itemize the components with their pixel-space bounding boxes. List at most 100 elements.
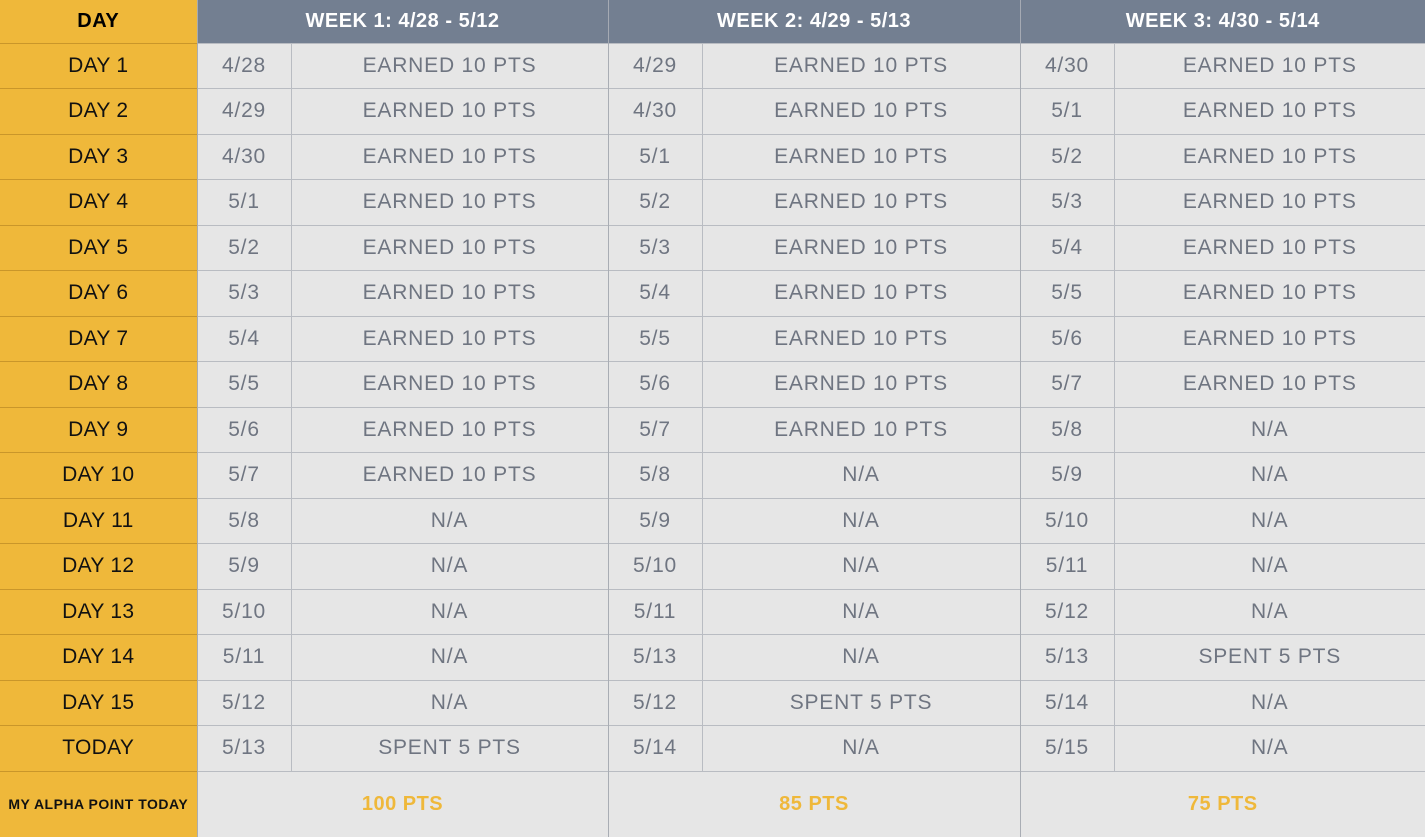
footer-row: MY ALPHA POINT TODAY 100 PTS 85 PTS 75 P…	[0, 770, 1425, 837]
week-3-date: 5/1	[1019, 88, 1114, 134]
header-row: DAY WEEK 1: 4/28 - 5/12 WEEK 2: 4/29 - 5…	[0, 0, 1425, 43]
week-1-date: 5/7	[196, 452, 291, 498]
week-3-date: 5/4	[1019, 224, 1114, 271]
week-1-header: WEEK 1: 4/28 - 5/12	[196, 0, 608, 43]
day-label: DAY 3	[0, 133, 197, 180]
week-3-date: 5/10	[1019, 497, 1114, 544]
week-3-status: EARNED 10 PTS	[1113, 270, 1425, 316]
week-1-date: 5/13	[196, 725, 291, 771]
week-2-date: 5/12	[607, 679, 702, 726]
week-2-status: EARNED 10 PTS	[701, 179, 1020, 225]
week-1-total: 100 PTS	[196, 770, 608, 837]
week-2-date: 5/11	[607, 588, 702, 635]
week-3-date: 5/6	[1019, 315, 1114, 362]
week-1-status: N/A	[290, 497, 608, 544]
week-2-date: 5/1	[607, 133, 702, 180]
table-row: DAY 8 5/5 EARNED 10 PTS 5/6 EARNED 10 PTS 5/7…	[0, 361, 1425, 407]
week-1-status: N/A	[290, 679, 608, 726]
week-3-status: EARNED 10 PTS	[1113, 179, 1425, 225]
table-row: DAY 14 5/11 N/A 5/13 N/A 5/13 SPENT 5 PTS	[0, 634, 1425, 680]
week-2-date: 5/4	[607, 270, 702, 316]
week-2-date: 5/14	[607, 725, 702, 771]
week-2-date: 5/10	[607, 543, 702, 589]
table-row: DAY 4 5/1 EARNED 10 PTS 5/2 EARNED 10 PTS 5/3…	[0, 179, 1425, 225]
week-1-status: N/A	[290, 543, 608, 589]
week-1-date: 5/3	[196, 270, 291, 316]
week-2-status: EARNED 10 PTS	[701, 315, 1020, 362]
week-2-date: 4/29	[607, 42, 702, 89]
week-1-status: EARNED 10 PTS	[290, 42, 608, 89]
week-3-status: N/A	[1113, 725, 1425, 771]
week-3-status: EARNED 10 PTS	[1113, 361, 1425, 407]
week-1-date: 5/2	[196, 224, 291, 271]
week-3-status: N/A	[1113, 543, 1425, 589]
week-3-date: 5/8	[1019, 406, 1114, 453]
week-3-status: N/A	[1113, 588, 1425, 635]
week-3-date: 5/7	[1019, 361, 1114, 407]
table-row: DAY 7 5/4 EARNED 10 PTS 5/5 EARNED 10 PTS 5/6…	[0, 315, 1425, 362]
week-2-status: EARNED 10 PTS	[701, 361, 1020, 407]
alpha-point-label: MY ALPHA POINT TODAY	[0, 770, 197, 837]
day-label: DAY 11	[0, 497, 197, 544]
week-2-date: 5/9	[607, 497, 702, 544]
week-3-date: 5/12	[1019, 588, 1114, 635]
week-1-status: EARNED 10 PTS	[290, 315, 608, 362]
day-label: DAY 12	[0, 543, 197, 589]
week-1-status: N/A	[290, 588, 608, 635]
week-1-date: 5/4	[196, 315, 291, 362]
day-label: DAY 8	[0, 361, 197, 407]
week-2-status: N/A	[701, 543, 1020, 589]
week-2-date: 5/5	[607, 315, 702, 362]
week-2-status: EARNED 10 PTS	[701, 270, 1020, 316]
table-body: DAY 1 4/28 EARNED 10 PTS 4/29 EARNED 10 PTS 4…	[0, 42, 1425, 771]
week-3-status: EARNED 10 PTS	[1113, 88, 1425, 134]
week-2-date: 4/30	[607, 88, 702, 134]
day-label: DAY 9	[0, 406, 197, 453]
week-2-status: EARNED 10 PTS	[701, 224, 1020, 271]
week-1-status: N/A	[290, 634, 608, 680]
week-3-date: 5/15	[1019, 725, 1114, 771]
week-3-status: EARNED 10 PTS	[1113, 133, 1425, 180]
table-row: DAY 5 5/2 EARNED 10 PTS 5/3 EARNED 10 PTS 5/4…	[0, 224, 1425, 271]
week-1-status: EARNED 10 PTS	[290, 179, 608, 225]
day-column-header: DAY	[0, 0, 197, 43]
week-3-date: 5/5	[1019, 270, 1114, 316]
week-3-date: 4/30	[1019, 42, 1114, 89]
week-1-status: EARNED 10 PTS	[290, 361, 608, 407]
table-row: DAY 9 5/6 EARNED 10 PTS 5/7 EARNED 10 PTS 5/8…	[0, 406, 1425, 453]
week-2-status: N/A	[701, 634, 1020, 680]
week-2-date: 5/7	[607, 406, 702, 453]
week-2-date: 5/2	[607, 179, 702, 225]
week-1-date: 5/11	[196, 634, 291, 680]
table-row: DAY 10 5/7 EARNED 10 PTS 5/8 N/A 5/9 N/A	[0, 452, 1425, 498]
week-3-date: 5/9	[1019, 452, 1114, 498]
week-1-date: 5/10	[196, 588, 291, 635]
week-3-status: N/A	[1113, 406, 1425, 453]
week-2-date: 5/6	[607, 361, 702, 407]
week-3-date: 5/11	[1019, 543, 1114, 589]
day-label: DAY 5	[0, 224, 197, 271]
week-1-date: 5/5	[196, 361, 291, 407]
day-label: DAY 2	[0, 88, 197, 134]
week-2-status: SPENT 5 PTS	[701, 679, 1020, 726]
day-label: DAY 7	[0, 315, 197, 362]
week-3-date: 5/14	[1019, 679, 1114, 726]
day-label: TODAY	[0, 725, 197, 771]
table-row: TODAY 5/13 SPENT 5 PTS 5/14 N/A 5/15 N/A	[0, 725, 1425, 771]
week-1-status: EARNED 10 PTS	[290, 406, 608, 453]
week-1-date: 5/12	[196, 679, 291, 726]
week-1-status: EARNED 10 PTS	[290, 224, 608, 271]
table-row: DAY 13 5/10 N/A 5/11 N/A 5/12 N/A	[0, 588, 1425, 635]
week-1-status: EARNED 10 PTS	[290, 452, 608, 498]
week-1-date: 4/30	[196, 133, 291, 180]
week-2-total: 85 PTS	[607, 770, 1020, 837]
day-label: DAY 1	[0, 42, 197, 89]
week-2-status: EARNED 10 PTS	[701, 88, 1020, 134]
week-2-status: N/A	[701, 725, 1020, 771]
week-3-status: EARNED 10 PTS	[1113, 315, 1425, 362]
table-row: DAY 3 4/30 EARNED 10 PTS 5/1 EARNED 10 PTS 5/…	[0, 133, 1425, 180]
week-2-status: N/A	[701, 452, 1020, 498]
week-3-date: 5/3	[1019, 179, 1114, 225]
week-2-date: 5/3	[607, 224, 702, 271]
